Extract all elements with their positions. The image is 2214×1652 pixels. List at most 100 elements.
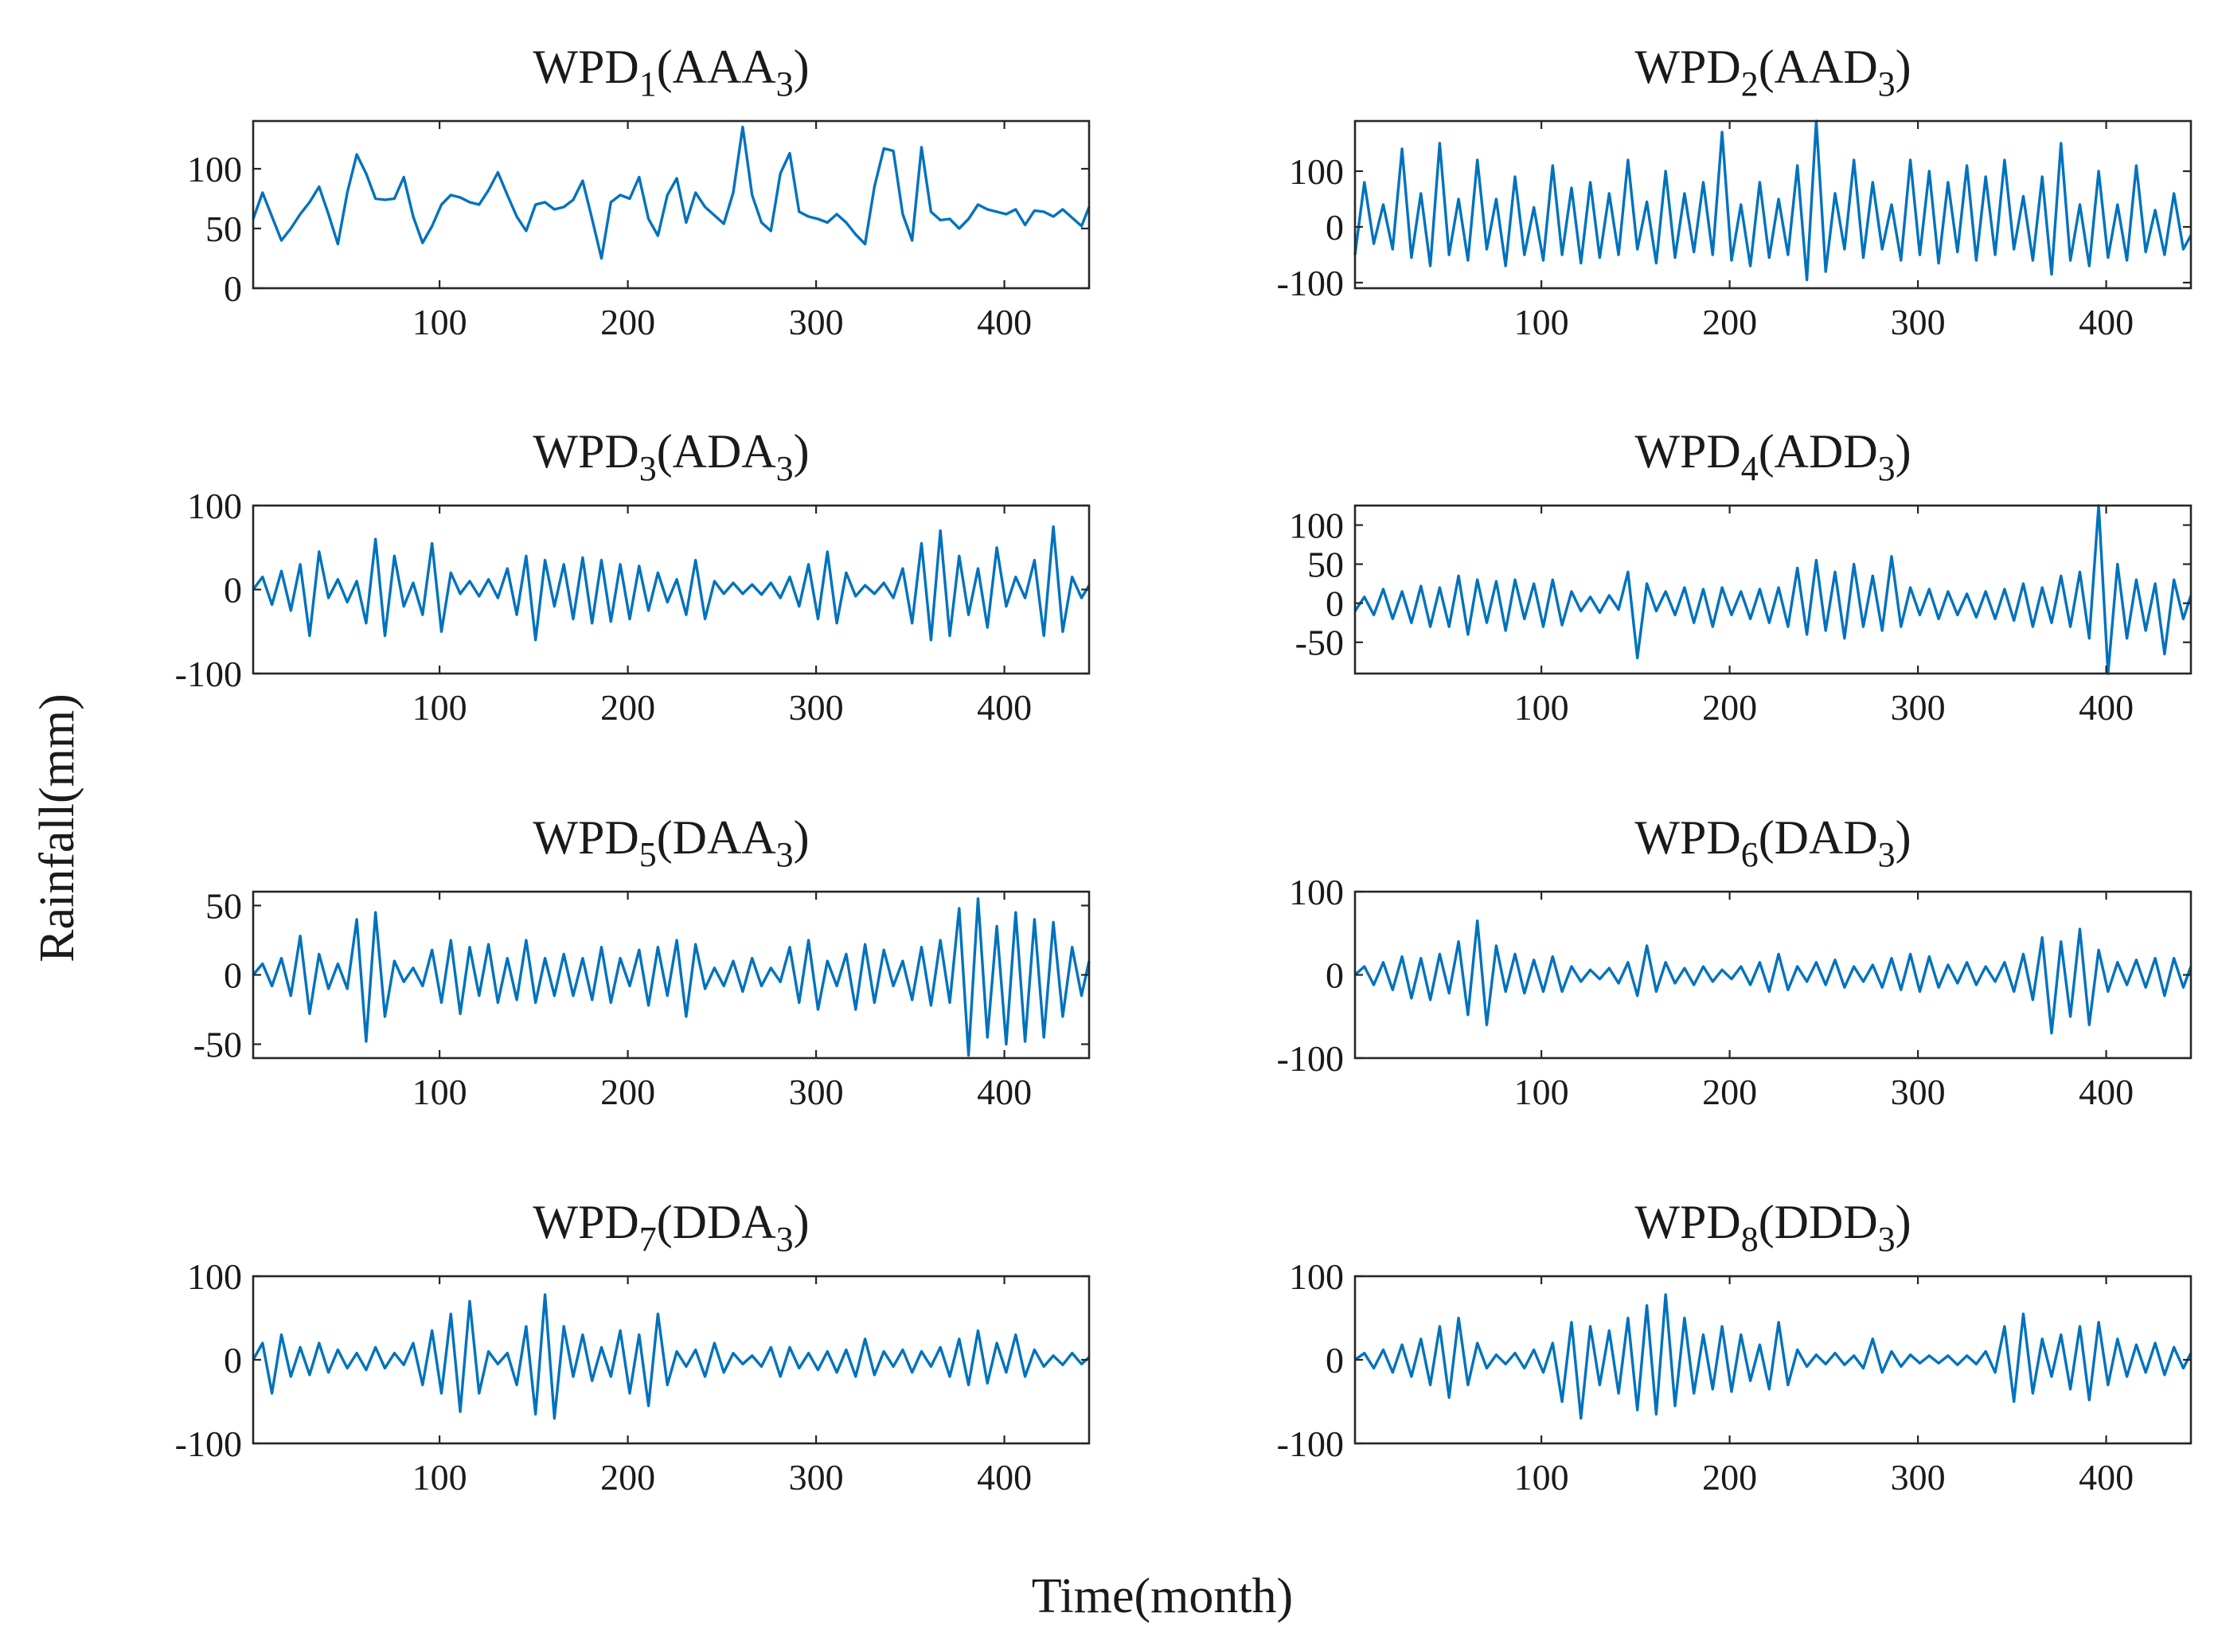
title-component-subscript: 3: [1878, 449, 1896, 488]
x-tick-label: 200: [600, 302, 655, 342]
y-tick-label: 50: [205, 885, 242, 926]
title-close-paren: ): [1896, 811, 1911, 864]
subplot-title: WPD1(AAA3): [533, 41, 809, 103]
y-tick-label: -100: [1277, 263, 1344, 303]
title-component: (DDD: [1759, 1196, 1878, 1248]
y-tick-label: 0: [1326, 955, 1344, 996]
subplot-title: WPD5(DAA3): [533, 811, 809, 874]
title-subscript: 1: [639, 64, 657, 103]
x-tick-label: 200: [1702, 1072, 1757, 1112]
y-tick-label: 100: [1289, 151, 1344, 192]
x-tick-label: 200: [1702, 1457, 1757, 1498]
y-tick-label: 0: [1326, 1340, 1344, 1381]
subplot-title: WPD8(DDD3): [1634, 1196, 1911, 1259]
title-component-subscript: 3: [776, 64, 794, 103]
x-tick-label: 100: [1514, 1457, 1569, 1498]
title-component-subscript: 3: [1878, 1220, 1896, 1259]
title-close-paren: ): [794, 811, 810, 864]
x-tick-label: 100: [1514, 1072, 1569, 1112]
y-tick-label: 100: [187, 486, 242, 526]
title-close-paren: ): [794, 1196, 810, 1248]
x-tick-label: 400: [977, 1457, 1032, 1498]
y-tick-label: 100: [187, 1256, 242, 1297]
y-tick-label: -50: [1295, 623, 1344, 663]
x-tick-label: 100: [412, 302, 467, 342]
x-tick-label: 400: [2079, 302, 2134, 342]
y-tick-label: 0: [224, 268, 242, 309]
title-component-subscript: 3: [776, 835, 794, 874]
series-line: [1353, 119, 2193, 282]
y-tick-label: 50: [205, 209, 242, 249]
title-component: (AAD: [1759, 41, 1878, 93]
y-axis-label: Rainfall(mm): [30, 693, 84, 962]
y-tick-label: -100: [1277, 1424, 1344, 1464]
title-close-paren: ): [794, 41, 810, 93]
title-close-paren: ): [1896, 1196, 1911, 1248]
title-subscript: 4: [1741, 449, 1759, 488]
axes-frame: [252, 119, 1091, 290]
y-tick-label: 0: [224, 955, 242, 996]
title-component: (DAA: [657, 811, 776, 864]
title-component: (AAA: [657, 41, 776, 93]
subplot-1: WPD1(AAA3) 100 200 300 400 0 50 100: [187, 41, 1091, 342]
x-tick-label: 400: [977, 687, 1032, 728]
x-tick-label: 300: [789, 302, 844, 342]
title-component: (ADA: [657, 425, 776, 478]
y-tick-label: -100: [175, 654, 242, 694]
axes-frame: [1353, 119, 2193, 290]
x-tick-label: 400: [2079, 1457, 2134, 1498]
title-main: WPD: [1634, 811, 1740, 864]
y-tick-label: 50: [1307, 545, 1344, 585]
title-subscript: 7: [639, 1220, 657, 1259]
x-tick-label: 300: [1891, 687, 1946, 728]
title-component: (DDA: [657, 1196, 776, 1248]
x-tick-label: 100: [412, 687, 467, 728]
series-line: [252, 897, 1091, 1057]
x-axis-label: Time(month): [1032, 1569, 1293, 1623]
x-tick-label: 300: [1891, 1457, 1946, 1498]
subplot-2: WPD2(AAD3) 100 200 300 400 -100 0 100: [1277, 41, 2193, 342]
title-main: WPD: [1634, 425, 1740, 478]
series-line: [1353, 504, 2193, 675]
subplot-title: WPD6(DAD3): [1634, 811, 1911, 874]
title-main: WPD: [533, 41, 638, 93]
x-tick-label: 200: [1702, 302, 1757, 342]
subplot-title: WPD4(ADD3): [1634, 425, 1911, 488]
title-component: (DAD: [1759, 811, 1878, 864]
title-subscript: 5: [639, 835, 657, 874]
x-tick-label: 200: [1702, 687, 1757, 728]
x-tick-label: 400: [2079, 1072, 2134, 1112]
y-tick-label: 100: [1289, 506, 1344, 546]
x-tick-label: 300: [789, 1457, 844, 1498]
title-component-subscript: 3: [1878, 64, 1896, 103]
x-tick-label: 400: [2079, 687, 2134, 728]
y-tick-label: 0: [1326, 207, 1344, 248]
series-line: [1353, 919, 2193, 1035]
y-tick-label: 100: [1289, 1256, 1344, 1297]
y-tick-label: 0: [1326, 584, 1344, 624]
title-subscript: 3: [639, 449, 657, 488]
title-subscript: 6: [1741, 835, 1759, 874]
subplot-title: WPD7(DDA3): [533, 1196, 809, 1259]
y-tick-label: 100: [1289, 872, 1344, 912]
x-tick-label: 400: [977, 302, 1032, 342]
title-main: WPD: [1634, 1196, 1740, 1248]
x-tick-label: 200: [600, 1457, 655, 1498]
y-tick-label: -100: [175, 1424, 242, 1464]
title-component-subscript: 3: [776, 449, 794, 488]
title-close-paren: ): [1896, 41, 1911, 93]
title-main: WPD: [1634, 41, 1740, 93]
x-tick-label: 100: [412, 1457, 467, 1498]
subplot-title: WPD2(AAD3): [1634, 41, 1911, 103]
title-close-paren: ): [794, 425, 810, 478]
x-tick-label: 100: [1514, 687, 1569, 728]
x-tick-label: 300: [1891, 302, 1946, 342]
y-tick-label: 0: [224, 1340, 242, 1381]
y-tick-label: 100: [187, 149, 242, 189]
x-tick-label: 100: [1514, 302, 1569, 342]
y-tick-label: -50: [193, 1025, 242, 1065]
title-component-subscript: 3: [1878, 835, 1896, 874]
title-main: WPD: [533, 1196, 638, 1248]
